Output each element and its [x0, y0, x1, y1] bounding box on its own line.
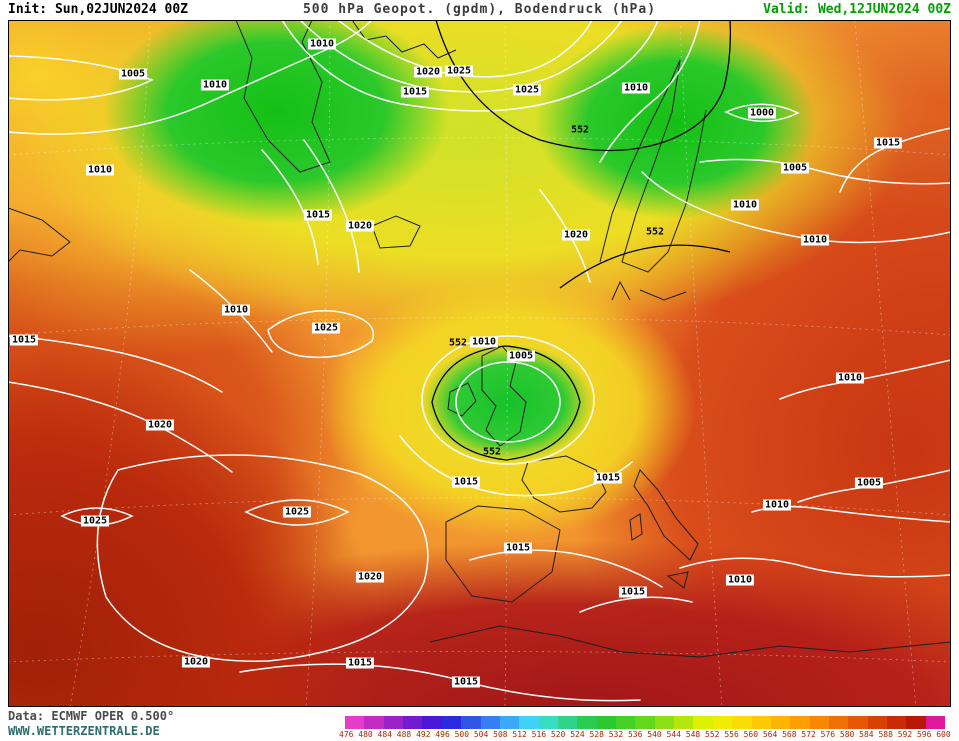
colorbar-cell — [519, 716, 539, 729]
colorbar-cell — [480, 716, 500, 729]
colorbar-tick-label: 532 — [608, 730, 624, 739]
colorbar-cell — [345, 716, 365, 729]
colorbar-tick-label: 556 — [724, 730, 739, 739]
colorbar-tick-label: 536 — [627, 730, 643, 739]
colorbar-tick-label: 528 — [589, 730, 604, 739]
colorbar-tick-label: 572 — [801, 730, 816, 739]
colorbar-tick-label: 540 — [647, 730, 662, 739]
colorbar-tick-label: 520 — [550, 730, 566, 739]
colorbar-cell — [383, 716, 404, 729]
colorbar-cell — [596, 716, 617, 729]
colorbar-cell — [906, 716, 926, 729]
colorbar-tick-label: 496 — [435, 730, 450, 739]
colorbar-tick-label: 568 — [782, 730, 797, 739]
colorbar-tick-label: 564 — [762, 730, 778, 739]
colorbar-cell — [674, 716, 694, 729]
colorbar-cell — [848, 716, 868, 729]
colorbar-tick-label: 480 — [358, 730, 373, 739]
colorbar-cell — [887, 716, 907, 729]
colorbar-cells — [345, 716, 946, 729]
colorbar-tick-label: 560 — [743, 730, 759, 739]
colorbar-tick-label: 500 — [454, 730, 470, 739]
valid-time-label: Valid: Wed,12JUN2024 00Z — [763, 2, 951, 17]
colorbar-tick-label: 492 — [416, 730, 431, 739]
colorbar-cell — [364, 716, 384, 729]
colorbar-tick-label: 512 — [512, 730, 527, 739]
colorbar-cell — [828, 716, 849, 729]
colorbar-tick-label: 504 — [473, 730, 489, 739]
colorbar-tick-label: 596 — [916, 730, 932, 739]
colorbar-cell — [635, 716, 655, 729]
colorbar-tick-label: 588 — [878, 730, 893, 739]
colorbar-cell — [557, 716, 578, 729]
colorbar-tick-label: 476 — [339, 730, 354, 739]
colorbar-cell — [790, 716, 810, 729]
page-title: 500 hPa Geopot. (gpdm), Bodendruck (hPa) — [302, 2, 657, 17]
colorbar-cell — [654, 716, 675, 729]
colorbar-tick-label: 576 — [820, 730, 836, 739]
website-label: WWW.WETTERZENTRALE.DE — [8, 724, 160, 738]
colorbar-cell — [538, 716, 558, 729]
colorbar-tick-label: 484 — [377, 730, 392, 739]
colorbar-tick-label: 580 — [839, 730, 855, 739]
colorbar-cell — [770, 716, 791, 729]
colorbar-tick-label: 488 — [396, 730, 412, 739]
colorbar-cell — [461, 716, 481, 729]
colorbar-tick-label: 584 — [859, 730, 874, 739]
colorbar-cell — [403, 716, 423, 729]
colorbar-ticks: 476 480 484 488 492 496 500 504 508 512 516 520 524 5… — [339, 730, 951, 739]
colorbar-cell — [422, 716, 442, 729]
data-source-label: Data: ECMWF OPER 0.500° — [8, 709, 175, 723]
colorbar-tick-label: 592 — [897, 730, 913, 739]
colorbar-cell — [616, 716, 636, 729]
colorbar-cell — [925, 716, 946, 729]
geopotential-color-field — [8, 20, 951, 707]
colorbar-cell — [499, 716, 520, 729]
colorbar-cell — [809, 716, 829, 729]
colorbar-cell — [751, 716, 771, 729]
colorbar-cell — [441, 716, 462, 729]
colorbar-tick-label: 544 — [666, 730, 681, 739]
colorbar-cell — [732, 716, 752, 729]
colorbar-tick-label: 508 — [493, 730, 508, 739]
colorbar-cell — [712, 716, 733, 729]
colorbar-cell — [577, 716, 597, 729]
init-time-label: Init: Sun,02JUN2024 00Z — [8, 2, 189, 17]
colorbar-tick-label: 600 — [936, 730, 951, 739]
colorbar-tick-label: 524 — [570, 730, 585, 739]
colorbar-tick-label: 548 — [685, 730, 701, 739]
colorbar-cell — [867, 716, 888, 729]
colorbar-cell — [693, 716, 713, 729]
colorbar-tick-label: 516 — [531, 730, 547, 739]
colorbar-tick-label: 552 — [705, 730, 720, 739]
